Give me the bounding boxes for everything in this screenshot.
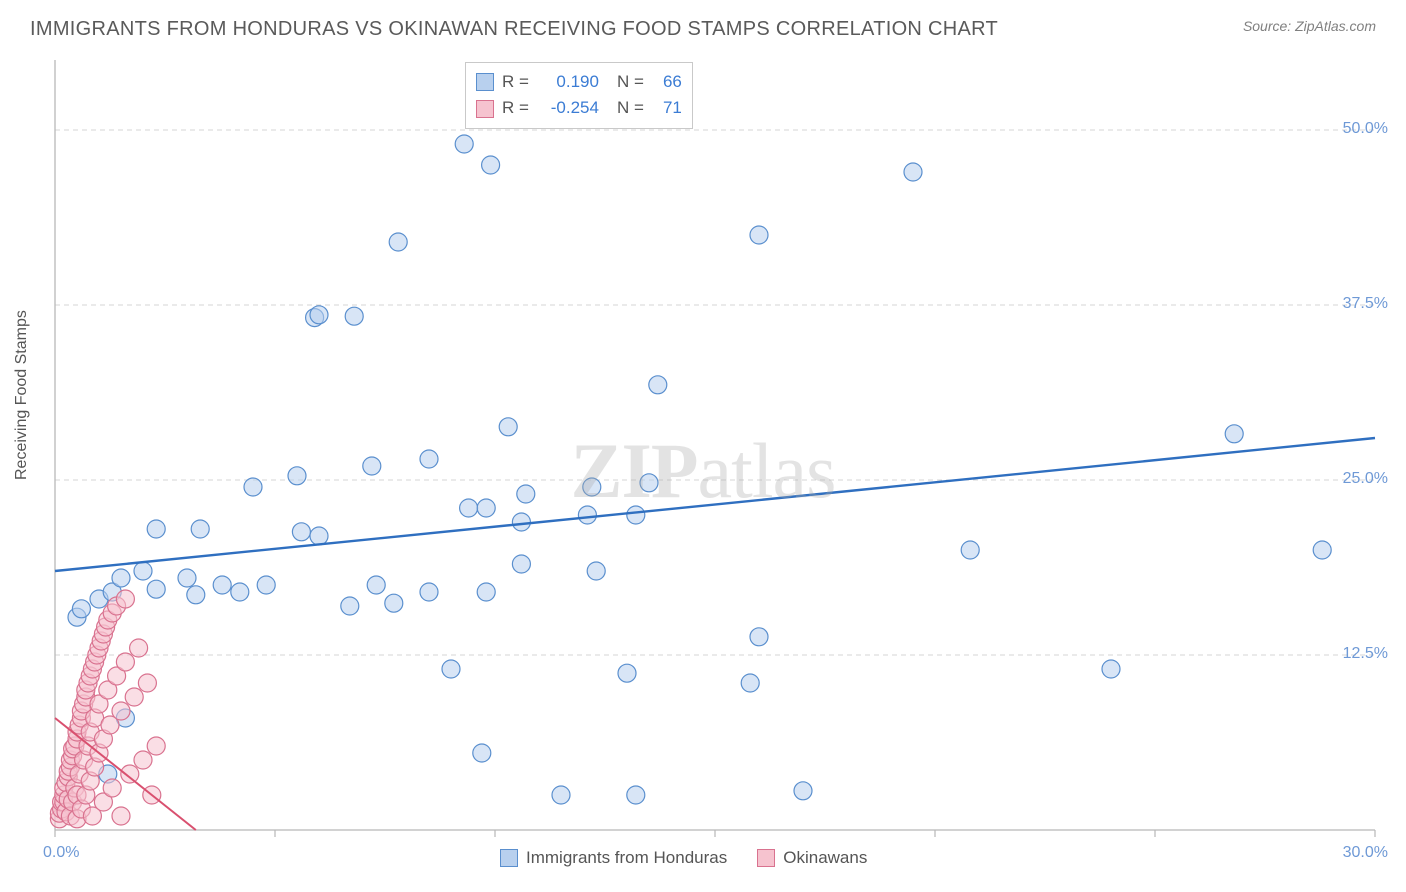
r-label: R =: [502, 69, 529, 95]
n-value: 66: [652, 69, 682, 95]
source-link[interactable]: ZipAtlas.com: [1295, 18, 1376, 34]
legend-label: Immigrants from Honduras: [526, 848, 727, 868]
scatter-plot: [0, 50, 1406, 870]
y-axis-label: Receiving Food Stamps: [13, 310, 31, 480]
chart-container: Receiving Food Stamps ZIPatlas 12.5%25.0…: [0, 50, 1406, 892]
r-value: 0.190: [537, 69, 599, 95]
source-attribution: Source: ZipAtlas.com: [1243, 18, 1376, 34]
stats-row-honduras: R = 0.190 N = 66: [476, 69, 682, 95]
r-value: -0.254: [537, 95, 599, 121]
legend-item-okinawans: Okinawans: [757, 848, 867, 868]
n-value: 71: [652, 95, 682, 121]
header: IMMIGRANTS FROM HONDURAS VS OKINAWAN REC…: [0, 0, 1406, 41]
swatch-icon: [500, 849, 518, 867]
swatch-icon: [476, 100, 494, 118]
chart-title: IMMIGRANTS FROM HONDURAS VS OKINAWAN REC…: [30, 18, 998, 41]
y-tick-label: 37.5%: [1343, 295, 1388, 313]
stats-row-okinawans: R = -0.254 N = 71: [476, 95, 682, 121]
y-tick-label: 25.0%: [1343, 470, 1388, 488]
swatch-icon: [757, 849, 775, 867]
x-tick-label: 0.0%: [43, 844, 79, 862]
x-tick-label: 30.0%: [1343, 844, 1388, 862]
y-tick-label: 50.0%: [1343, 120, 1388, 138]
y-tick-label: 12.5%: [1343, 645, 1388, 663]
n-label: N =: [617, 69, 644, 95]
r-label: R =: [502, 95, 529, 121]
source-prefix: Source:: [1243, 18, 1295, 34]
swatch-icon: [476, 73, 494, 91]
legend-label: Okinawans: [783, 848, 867, 868]
legend-item-honduras: Immigrants from Honduras: [500, 848, 727, 868]
bottom-legend: Immigrants from Honduras Okinawans: [500, 848, 867, 868]
stats-legend-box: R = 0.190 N = 66 R = -0.254 N = 71: [465, 62, 693, 129]
n-label: N =: [617, 95, 644, 121]
